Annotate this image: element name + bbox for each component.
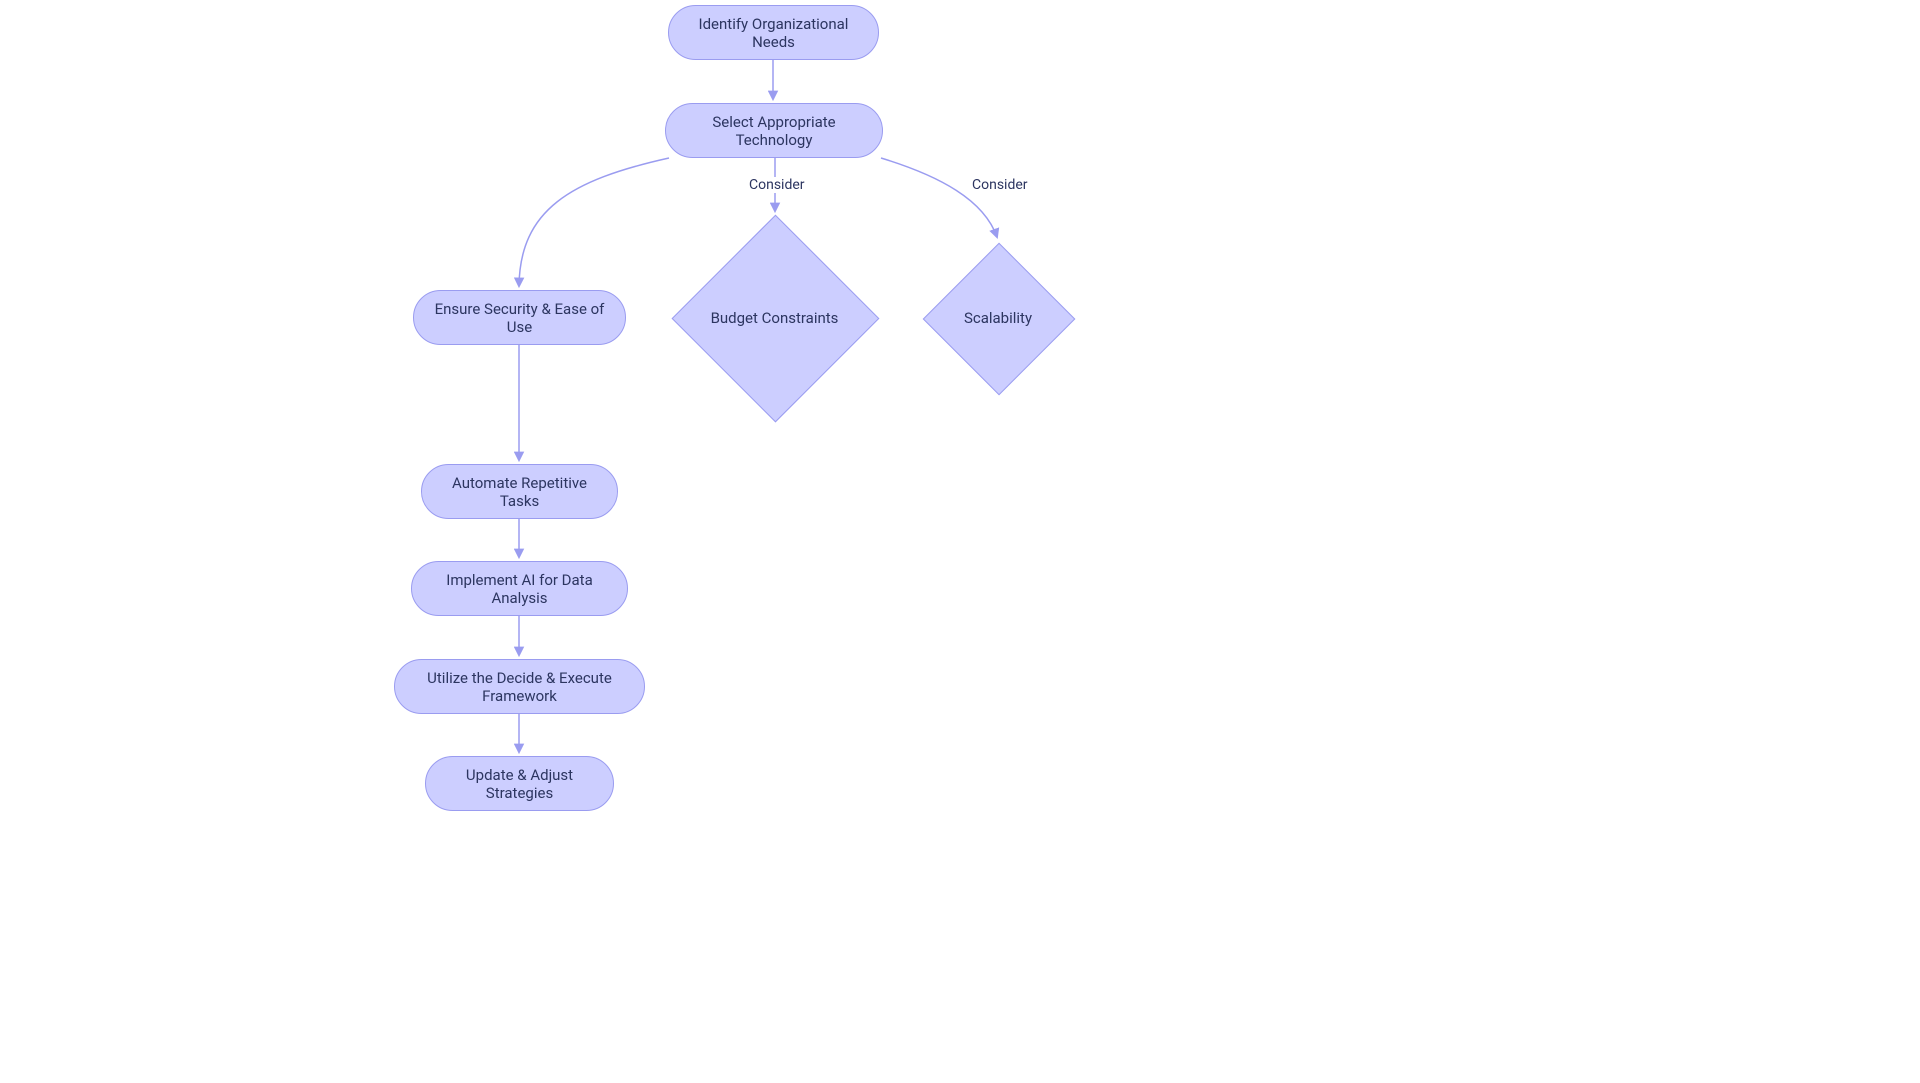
flowchart-node-label: Select Appropriate Technology <box>686 113 862 149</box>
flowchart-node-label: Ensure Security & Ease of Use <box>434 300 605 336</box>
flowchart-edge-label: Consider <box>972 177 1028 193</box>
flowchart-edge-n2-n5 <box>881 158 997 237</box>
edges-layer <box>0 0 1920 1083</box>
flowchart-node-n8: Utilize the Decide & Execute Framework <box>394 659 645 714</box>
flowchart-edge-n2-n3 <box>519 158 669 286</box>
flowchart-node-label: Identify Organizational Needs <box>689 15 858 51</box>
flowchart-node-label: Utilize the Decide & Execute Framework <box>415 669 624 705</box>
flowchart-node-label: Implement AI for Data Analysis <box>432 571 607 607</box>
flowchart-node-n4: Budget Constraints <box>672 215 877 420</box>
flowchart-node-n6: Automate Repetitive Tasks <box>421 464 618 519</box>
flowchart-edge-label: Consider <box>749 177 805 193</box>
flowchart-canvas: Identify Organizational Needs Select Appr… <box>0 0 1920 1083</box>
flowchart-node-n1: Identify Organizational Needs <box>668 5 879 60</box>
flowchart-node-n2: Select Appropriate Technology <box>665 103 883 158</box>
flowchart-node-n9: Update & Adjust Strategies <box>425 756 614 811</box>
flowchart-node-n7: Implement AI for Data Analysis <box>411 561 628 616</box>
flowchart-node-n3: Ensure Security & Ease of Use <box>413 290 626 345</box>
flowchart-node-label: Automate Repetitive Tasks <box>442 474 597 510</box>
flowchart-node-n5: Scalability <box>923 243 1073 393</box>
flowchart-node-label: Update & Adjust Strategies <box>446 766 593 802</box>
